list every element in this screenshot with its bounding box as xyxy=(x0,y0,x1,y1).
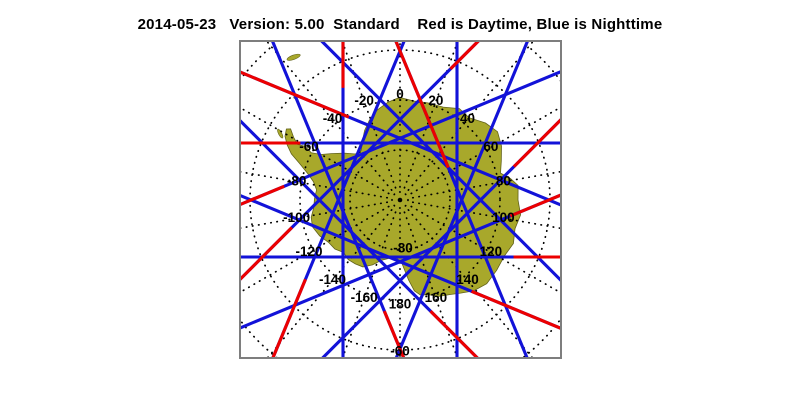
day-track-segment xyxy=(393,40,450,169)
longitude-label: 140 xyxy=(456,272,479,287)
meridian-line xyxy=(403,40,460,189)
night-track xyxy=(239,69,562,207)
day-track-segment xyxy=(509,193,562,218)
day-track-segment xyxy=(239,70,350,119)
latitude-label: -80 xyxy=(393,241,413,256)
longitude-label: 160 xyxy=(425,290,448,305)
longitude-label: -100 xyxy=(283,210,310,225)
day-track-segment xyxy=(382,310,406,359)
longitude-label: 180 xyxy=(389,297,412,312)
day-track-segment xyxy=(512,117,562,168)
latitude-circle xyxy=(391,191,409,209)
longitude-label: 0 xyxy=(396,87,404,102)
meridian-line xyxy=(340,40,397,189)
plot-frame xyxy=(239,40,562,359)
meridian-line xyxy=(410,105,562,195)
map-plot: 0 20 40 60 80 100 120 140 160 180 -20 -40 -60 -80 -100… xyxy=(239,40,562,359)
south-pole-mark xyxy=(397,197,403,203)
longitude-label: -60 xyxy=(299,139,319,154)
meridian-line xyxy=(239,205,390,294)
longitude-label: -40 xyxy=(323,111,343,126)
day-track-segment xyxy=(239,226,293,282)
latitude-label: -60 xyxy=(390,344,410,359)
day-track-segment xyxy=(239,184,285,207)
day-track-segment xyxy=(271,278,307,359)
longitude-label: -140 xyxy=(319,272,346,287)
longitude-label: -80 xyxy=(287,173,307,188)
longitude-label: 120 xyxy=(480,244,503,259)
map-content xyxy=(239,40,562,359)
meridian-line xyxy=(411,170,562,199)
meridian-line xyxy=(239,106,390,195)
meridian-line xyxy=(410,205,562,295)
meridian-line xyxy=(411,201,562,230)
longitude-label: 20 xyxy=(428,93,443,108)
night-track xyxy=(319,40,562,283)
longitude-label: -120 xyxy=(296,244,323,259)
day-track-segment xyxy=(470,289,562,331)
island xyxy=(286,53,301,61)
longitude-label: 40 xyxy=(460,111,475,126)
longitude-label: -160 xyxy=(351,290,378,305)
day-track-segment xyxy=(429,310,480,359)
longitude-label: -20 xyxy=(354,93,374,108)
day-track-segment xyxy=(449,40,481,70)
meridian-line xyxy=(341,211,397,359)
island xyxy=(277,128,284,139)
longitude-label: 80 xyxy=(496,173,511,188)
longitude-label: 100 xyxy=(492,210,515,225)
longitude-label: 60 xyxy=(483,139,498,154)
meridian-line xyxy=(403,211,459,359)
page-title: 2014-05-23 Version: 5.00 Standard Red is… xyxy=(137,16,663,33)
meridian-line xyxy=(239,170,389,199)
meridian-line xyxy=(239,201,389,230)
